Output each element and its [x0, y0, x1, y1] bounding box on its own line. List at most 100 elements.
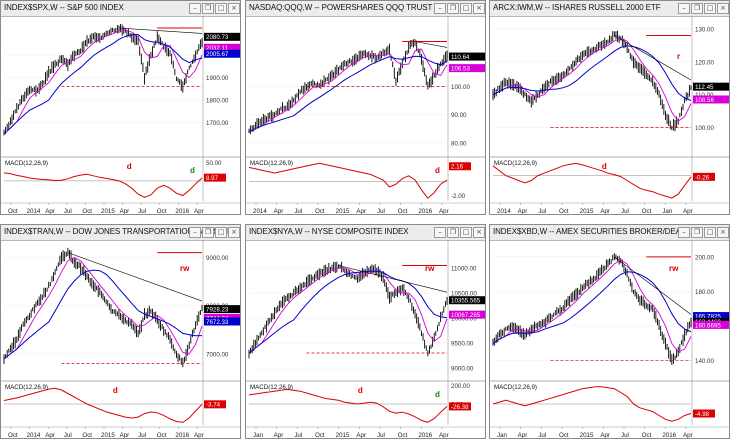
close-icon[interactable]: ×	[228, 227, 240, 238]
x-tick-label: Jul	[538, 208, 546, 215]
maximize-icon[interactable]: □	[460, 3, 472, 14]
maximize-icon[interactable]: □	[215, 227, 227, 238]
x-tick-label: Jul	[64, 208, 72, 215]
maximize-icon[interactable]: □	[460, 227, 472, 238]
y-tick-label: 9000.00	[206, 255, 229, 262]
x-tick-label: Apr	[274, 208, 284, 215]
restore-icon[interactable]: ❐	[447, 227, 459, 238]
macd-line	[492, 386, 692, 422]
x-tick-label: 2015	[101, 208, 115, 215]
price-tag-label: 2005.67	[206, 51, 229, 58]
chart-panel-6: INDEX$XBD,W -- AMEX SECURITIES BROKER/DE…	[489, 224, 730, 439]
x-tick-label: Jul	[621, 432, 629, 439]
macd-tag	[204, 400, 226, 409]
price-tag	[204, 305, 240, 314]
chart-panel-5: INDEX$NYA,W -- NYSE COMPOSITE INDEX – ❐ □ × 9…	[245, 224, 486, 439]
chart-svg: 100.00110.00120.00130.00112.45108.56drMA…	[490, 16, 729, 215]
macd-tag-label: 2.16	[451, 164, 464, 171]
macd-line	[3, 387, 203, 423]
annotation-label: r	[677, 52, 680, 61]
restore-icon[interactable]: ❐	[691, 227, 703, 238]
x-tick-label: Oct	[398, 208, 408, 215]
chart-panel-1: INDEX$SPX,W -- S&P 500 INDEX – ❐ □ × 1700.00 1…	[0, 0, 241, 215]
x-tick-label: Apr	[274, 432, 284, 439]
restore-icon[interactable]: ❐	[447, 3, 459, 14]
macd-tag-label: -4.98	[695, 411, 710, 418]
series-line-short-ma	[248, 48, 448, 132]
x-tick-label: Apr	[194, 208, 204, 215]
maximize-icon[interactable]: □	[215, 3, 227, 14]
x-tick-label: Oct	[82, 432, 92, 439]
chart-svg: 1700.001800.001900.002000.002080.732032.…	[1, 16, 240, 215]
x-tick-label: Apr	[356, 432, 366, 439]
chart-svg: 80.00 90.00 100.00 110.64 106.53 d MACD(12,26,…	[246, 16, 485, 215]
x-tick-label: Apr	[439, 208, 449, 215]
minimize-icon[interactable]: –	[434, 227, 446, 238]
close-icon[interactable]: ×	[717, 227, 729, 238]
price-tag	[449, 296, 485, 305]
series-line-short-ma	[248, 267, 448, 354]
series-line-long-ma	[492, 271, 692, 344]
price-tag	[204, 317, 240, 326]
panel-title-bar[interactable]: INDEX$SPX,W -- S&P 500 INDEX – ❐ □ ×	[1, 1, 240, 17]
minimize-icon[interactable]: –	[189, 3, 201, 14]
minimize-icon[interactable]: –	[189, 227, 201, 238]
restore-icon[interactable]: ❐	[202, 227, 214, 238]
y-tick-label: 1800.00	[206, 98, 229, 105]
maximize-icon[interactable]: □	[704, 3, 716, 14]
price-tag	[693, 95, 729, 104]
x-tick-label: 2015	[580, 432, 594, 439]
panel-title: INDEX$XBD,W -- AMEX SECURITIES BROKER/DE…	[493, 227, 697, 236]
restore-icon[interactable]: ❐	[691, 3, 703, 14]
series-line-long-ma	[248, 270, 448, 354]
x-tick-label: Oct	[559, 432, 569, 439]
x-tick-label: Apr	[45, 208, 55, 215]
close-icon[interactable]: ×	[228, 3, 240, 14]
close-icon[interactable]: ×	[473, 227, 485, 238]
y-tick-label: 11000.00	[451, 266, 477, 273]
minimize-icon[interactable]: –	[434, 3, 446, 14]
close-icon[interactable]: ×	[473, 3, 485, 14]
macd-tag-label: 8.97	[206, 175, 219, 182]
x-tick-label: Apr	[518, 432, 528, 439]
x-tick-label: Oct	[559, 208, 569, 215]
macd-title: MACD(12,26,9)	[250, 160, 293, 167]
panel-title-bar[interactable]: ARCX:IWM,W -- ISHARES RUSSELL 2000 ETF – ❐…	[490, 1, 729, 17]
series-line-long-ma	[492, 45, 692, 101]
panel-title-bar[interactable]: INDEX$TRAN,W -- DOW JONES TRANSPORTATION…	[1, 225, 240, 241]
trendline	[338, 265, 448, 293]
restore-icon[interactable]: ❐	[202, 3, 214, 14]
x-tick-label: Apr	[194, 432, 204, 439]
price-tag	[204, 43, 240, 52]
price-tag-label: 10355.565	[451, 298, 481, 305]
minimize-icon[interactable]: –	[678, 227, 690, 238]
panel-title: NASDAQ:QQQ,W -- POWERSHARES QQQ TRUST	[249, 3, 433, 12]
annotation-label: d	[435, 390, 440, 399]
close-icon[interactable]: ×	[717, 3, 729, 14]
chart-svg: 7000.008000.009000.007928.237744.247672.…	[1, 240, 240, 439]
panel-title-bar[interactable]: INDEX$XBD,W -- AMEX SECURITIES BROKER/DE…	[490, 225, 729, 241]
trendline	[614, 35, 692, 81]
x-tick-label: Apr	[45, 432, 55, 439]
x-tick-label: Jan	[253, 432, 264, 439]
panel-title: ARCX:IWM,W -- ISHARES RUSSELL 2000 ETF	[493, 3, 661, 12]
macd-title: MACD(12,26,9)	[5, 160, 48, 167]
macd-title: MACD(12,26,9)	[5, 384, 48, 391]
trendline	[614, 256, 692, 315]
x-tick-label: 2015	[336, 432, 350, 439]
x-tick-label: Oct	[315, 208, 325, 215]
macd-tag	[204, 173, 226, 182]
annotation-label: rw	[180, 264, 190, 273]
x-tick-label: Apr	[683, 432, 693, 439]
panel-title-bar[interactable]: INDEX$NYA,W -- NYSE COMPOSITE INDEX – ❐ □ ×	[246, 225, 485, 241]
price-tag-label: 2080.73	[206, 34, 229, 41]
annotation-label: rw	[425, 264, 435, 273]
price-tag-label: 7672.33	[206, 319, 229, 326]
panel-title-bar[interactable]: NASDAQ:QQQ,W -- POWERSHARES QQQ TRUST – ❐ □…	[246, 1, 485, 17]
minimize-icon[interactable]: –	[678, 3, 690, 14]
panel-title: INDEX$SPX,W -- S&P 500 INDEX	[4, 3, 124, 12]
series-line-short-ma	[3, 256, 203, 360]
maximize-icon[interactable]: □	[704, 227, 716, 238]
y-tick-label: 130.00	[695, 26, 714, 33]
y-tick-label: 90.00	[451, 112, 467, 119]
